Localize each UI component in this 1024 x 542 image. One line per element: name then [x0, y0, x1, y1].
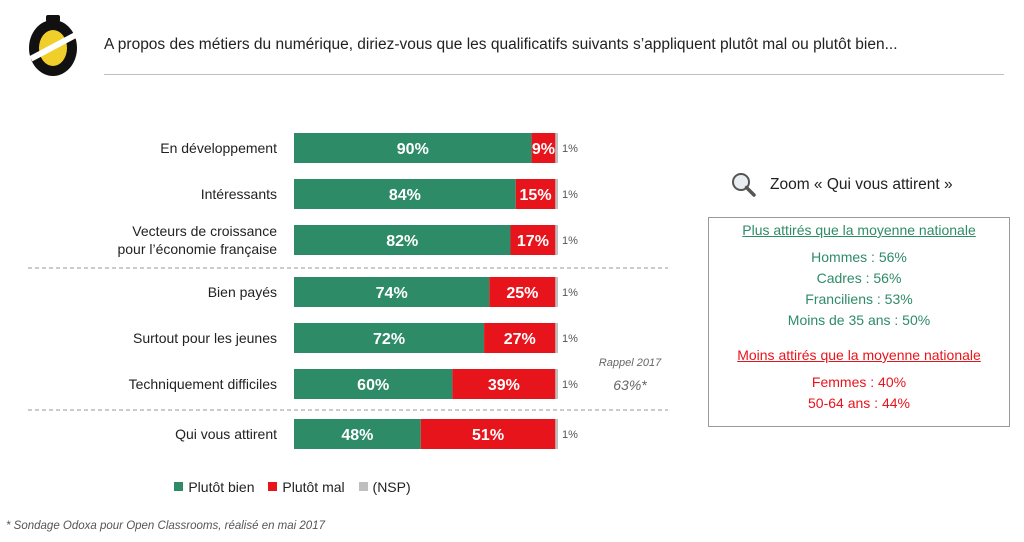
zoom-more-item: Cadres : 56%	[816, 270, 902, 286]
zoom-title: Zoom « Qui vous attirent »	[770, 176, 953, 193]
zoom-title-row: Zoom « Qui vous attirent »	[730, 172, 953, 198]
bar-plutot-mal	[452, 369, 556, 399]
data-label: 90%	[397, 141, 429, 158]
zoom-more-item: Hommes : 56%	[811, 249, 907, 265]
legend-item-mal: Plutôt mal	[268, 478, 345, 495]
recall-2017: Rappel 2017 63%*	[590, 357, 670, 393]
bar-nsp	[555, 277, 558, 307]
magnifier-icon	[732, 173, 756, 197]
stacked-bar-chart: En développement 90% 9% 1% Intéressants 84% 15…	[28, 133, 668, 449]
bar-plutot-bien	[294, 323, 485, 353]
bar-plutot-bien	[294, 419, 421, 449]
category-label: pour l’économie française	[117, 241, 277, 257]
zoom-less-item: 50-64 ans : 44%	[808, 395, 910, 411]
data-label: 9%	[532, 141, 555, 158]
data-label: 74%	[376, 285, 408, 302]
data-label: 48%	[341, 427, 373, 444]
data-label-nsp: 1%	[562, 429, 578, 441]
bar-nsp	[555, 133, 558, 163]
data-label: 17%	[517, 233, 549, 250]
data-label: 39%	[488, 377, 520, 394]
legend-item-nsp: (NSP)	[358, 478, 411, 495]
bar-plutot-bien	[294, 225, 511, 255]
legend-swatch-mal	[268, 482, 278, 491]
header-divider	[104, 74, 1004, 75]
chart-legend: Plutôt bien Plutôt mal (NSP)	[0, 478, 585, 495]
data-label-nsp: 1%	[562, 143, 578, 155]
data-label: 51%	[472, 427, 504, 444]
zoom-less-heading: Moins attirés que la moyenne nationale	[737, 347, 981, 363]
category-label: Surtout pour les jeunes	[133, 330, 277, 346]
bar-plutot-bien	[294, 133, 532, 163]
category-label: Qui vous attirent	[175, 426, 277, 442]
zoom-more-item: Franciliens : 53%	[805, 291, 913, 307]
bar-nsp	[555, 225, 558, 255]
odoxa-logo	[29, 15, 77, 76]
category-label: Techniquement difficiles	[129, 376, 277, 392]
data-label-nsp: 1%	[562, 235, 578, 247]
bar-plutot-bien	[294, 179, 516, 209]
legend-label-nsp: (NSP)	[372, 478, 411, 495]
data-label: 82%	[386, 233, 418, 250]
data-label: 25%	[506, 285, 538, 302]
data-label: 15%	[520, 187, 552, 204]
bar-plutot-mal	[420, 419, 556, 449]
recall-value: 63%*	[613, 377, 647, 393]
zoom-less-list: Femmes : 40% 50-64 ans : 44%	[709, 372, 1009, 414]
category-label: Bien payés	[208, 284, 277, 300]
data-label: 72%	[373, 331, 405, 348]
category-label: Vecteurs de croissance	[132, 223, 277, 239]
bar-plutot-mal	[515, 179, 556, 209]
bar-nsp	[555, 369, 558, 399]
category-label: Intéressants	[201, 186, 277, 202]
bar-plutot-mal	[531, 133, 556, 163]
data-label: 27%	[504, 331, 536, 348]
bar-plutot-mal	[489, 277, 556, 307]
footnote: * Sondage Odoxa pour Open Classrooms, ré…	[6, 520, 325, 532]
zoom-more-list: Hommes : 56% Cadres : 56% Franciliens : …	[709, 247, 1009, 331]
recall-label: Rappel 2017	[598, 357, 662, 369]
legend-label-bien: Plutôt bien	[188, 478, 255, 495]
legend-item-bien: Plutôt bien	[174, 478, 255, 495]
zoom-more-item: Moins de 35 ans : 50%	[787, 312, 931, 328]
zoom-panel: Plus attirés que la moyenne nationale Ho…	[708, 217, 1010, 427]
data-label-nsp: 1%	[562, 287, 578, 299]
bar-nsp	[555, 179, 558, 209]
data-label: 84%	[389, 187, 421, 204]
zoom-less-item: Femmes : 40%	[811, 374, 907, 390]
data-label-nsp: 1%	[562, 333, 578, 345]
legend-swatch-nsp	[358, 482, 368, 491]
data-label-nsp: 1%	[562, 379, 578, 391]
bar-plutot-mal	[484, 323, 556, 353]
bar-plutot-mal	[510, 225, 556, 255]
legend-label-mal: Plutôt mal	[282, 478, 345, 495]
zoom-more-heading: Plus attirés que la moyenne nationale	[742, 222, 976, 238]
data-label: 60%	[357, 377, 389, 394]
category-label: En développement	[160, 140, 277, 156]
bar-plutot-bien	[294, 369, 453, 399]
bar-nsp	[555, 323, 558, 353]
page-title: A propos des métiers du numérique, dirie…	[104, 36, 898, 53]
legend-swatch-bien	[174, 482, 184, 491]
bar-nsp	[555, 419, 558, 449]
bar-plutot-bien	[294, 277, 490, 307]
data-label-nsp: 1%	[562, 189, 578, 201]
